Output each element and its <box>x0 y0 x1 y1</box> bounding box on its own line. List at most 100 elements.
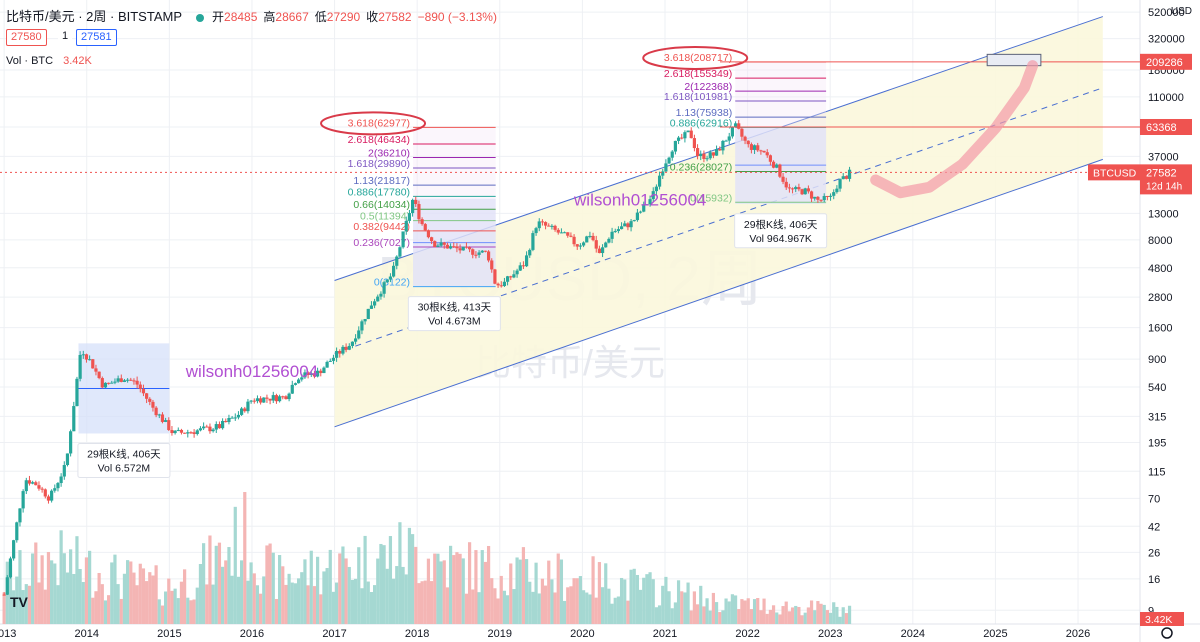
volume-bar <box>255 585 260 624</box>
volume-bar <box>689 610 693 624</box>
settings-gear-icon[interactable] <box>1161 627 1173 639</box>
range-volume-label: Vol 6.572M <box>98 462 151 474</box>
candle-body <box>91 359 95 369</box>
candle-body <box>27 480 32 484</box>
volume-bar <box>756 597 760 624</box>
candle-body <box>195 430 199 435</box>
volume-bar <box>581 590 586 624</box>
candle-body <box>797 187 801 190</box>
volume-bar <box>648 572 652 624</box>
candle-body <box>353 338 358 342</box>
candle-body <box>126 379 130 381</box>
volume-bar <box>635 574 640 624</box>
fib-level-label: 2.618(155349) <box>664 68 732 80</box>
candle-body <box>705 158 709 160</box>
candle-body <box>255 398 260 402</box>
volume-bar <box>439 561 443 624</box>
volume-bar <box>531 591 535 624</box>
volume-bar <box>768 609 772 624</box>
candle-body <box>423 224 427 231</box>
volume-bar <box>353 578 358 624</box>
volume-bar <box>388 536 393 624</box>
fib-level-label: 2.618(46434) <box>348 134 410 146</box>
candle-body <box>733 123 738 127</box>
candle-body <box>379 293 383 297</box>
volume-bar <box>502 590 507 624</box>
candle-body <box>103 382 108 388</box>
candle-body <box>439 242 443 246</box>
range-bars-label: 30根K线, 413天 <box>418 301 492 314</box>
candle-body <box>243 408 247 412</box>
volume-bar <box>319 594 323 624</box>
volume-bar <box>110 562 114 624</box>
candle-body <box>838 179 842 189</box>
candle-body <box>116 378 120 382</box>
y-tick-label: 520000 <box>1148 7 1185 19</box>
candle-body <box>319 370 323 374</box>
volume-bar <box>176 598 180 624</box>
volume-bar <box>138 563 142 624</box>
x-tick-label: 2017 <box>322 628 346 640</box>
candle-body <box>21 491 25 509</box>
high-label: 高 <box>263 10 276 24</box>
volume-bar <box>550 579 554 624</box>
volume-bar <box>528 581 532 624</box>
symbol-title[interactable]: 比特币/美元 · 2周 · BITSTAMP <box>6 9 182 24</box>
candle-body <box>420 219 424 225</box>
candle-body <box>316 370 320 377</box>
candle-body <box>452 246 456 248</box>
candle-body <box>505 276 510 282</box>
volume-bar <box>350 579 355 624</box>
volume-bar <box>262 576 266 624</box>
candle-body <box>822 195 826 201</box>
candle-body <box>844 176 848 179</box>
volume-bar <box>179 581 184 624</box>
y-tick-label: 1600 <box>1148 323 1172 335</box>
fib-level-label: 1.13(21817) <box>353 175 410 187</box>
candle-body <box>217 424 222 429</box>
volume-bar <box>59 530 63 624</box>
volume-bar <box>398 522 402 624</box>
candle-body <box>461 246 465 251</box>
buy-price-box[interactable]: 27581 <box>76 29 117 46</box>
candle-body <box>629 221 633 228</box>
candle-body <box>15 522 19 541</box>
candle-body <box>407 213 412 221</box>
volume-bar <box>420 581 424 624</box>
candle-body <box>828 195 833 197</box>
high-value: 28667 <box>275 10 309 24</box>
candle-body <box>632 220 636 222</box>
tradingview-logo-icon: TV <box>10 594 29 610</box>
currency-selector[interactable]: USD <box>1170 6 1192 17</box>
volume-bar <box>34 542 38 624</box>
volume-bar <box>404 574 408 624</box>
volume-bar <box>287 573 291 624</box>
volume-bar <box>91 597 95 624</box>
volume-bar <box>727 601 731 624</box>
volume-bar <box>518 559 522 624</box>
candle-body <box>100 378 104 388</box>
volume-bar <box>357 547 361 624</box>
volume-bar <box>417 583 421 624</box>
candle-body <box>325 361 329 368</box>
volume-bar <box>702 606 706 624</box>
sell-price-box[interactable]: 27580 <box>6 29 47 46</box>
candle-body <box>645 204 649 206</box>
fib-target-circle <box>642 45 749 70</box>
candle-body <box>455 246 459 249</box>
candle-body <box>813 196 817 199</box>
quantity-box[interactable]: 1 <box>58 29 73 44</box>
candle-body <box>724 140 728 142</box>
volume-bar <box>455 552 459 624</box>
candle-body <box>803 188 807 195</box>
candle-body <box>369 305 374 309</box>
candle-body <box>746 140 750 145</box>
candle-body <box>737 123 741 129</box>
candle-body <box>43 489 47 497</box>
candle-body <box>509 276 513 278</box>
candle-body <box>759 150 763 152</box>
candle-body <box>528 249 532 256</box>
candle-body <box>376 296 380 302</box>
volume-bar <box>84 557 89 624</box>
